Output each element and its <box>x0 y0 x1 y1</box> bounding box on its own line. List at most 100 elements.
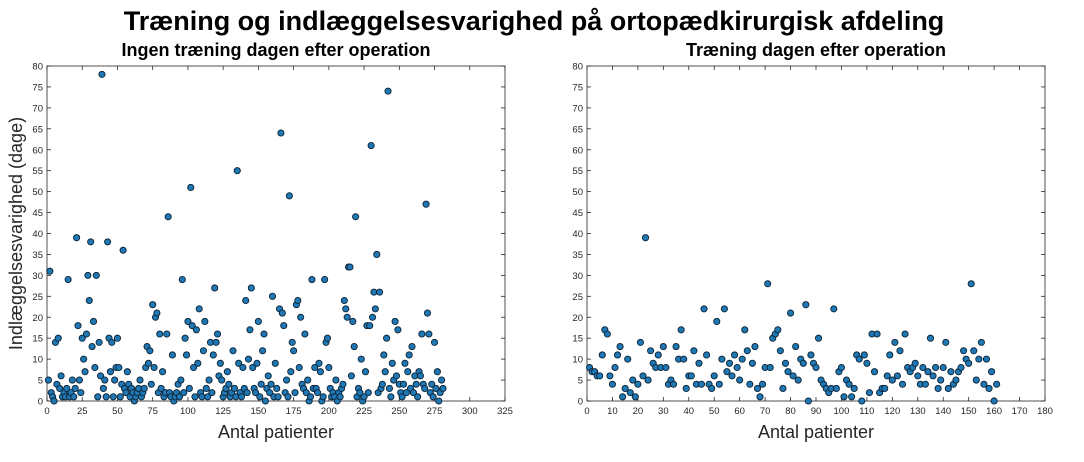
data-point <box>70 393 78 401</box>
data-point <box>115 363 123 372</box>
data-point <box>636 338 644 346</box>
data-point <box>150 363 158 372</box>
data-point <box>56 384 64 392</box>
data-point <box>385 384 393 392</box>
data-point <box>211 284 219 292</box>
data-point <box>993 380 1001 388</box>
y-tick-label: 75 <box>32 82 43 93</box>
data-point <box>50 397 58 405</box>
data-point <box>929 372 937 380</box>
data-point <box>99 384 107 392</box>
data-point <box>641 234 650 242</box>
data-point <box>807 351 815 359</box>
data-point <box>199 347 207 355</box>
data-point <box>85 296 93 305</box>
data-point <box>182 351 191 359</box>
data-point <box>325 363 333 372</box>
x-tick-label: 40 <box>683 406 694 417</box>
x-tick-label: 250 <box>391 406 407 417</box>
data-point <box>237 393 246 401</box>
data-point <box>919 363 927 372</box>
data-point <box>123 368 131 376</box>
data-point <box>439 384 447 392</box>
data-point <box>315 359 323 367</box>
data-point <box>401 359 409 367</box>
data-point <box>837 363 845 372</box>
data-point <box>937 376 945 384</box>
data-point <box>733 363 741 372</box>
data-point <box>364 389 372 397</box>
data-point <box>225 380 233 388</box>
x-tick-label: 170 <box>1012 406 1028 417</box>
data-point <box>647 347 655 355</box>
data-point <box>947 368 955 376</box>
data-point <box>347 372 355 380</box>
data-point <box>367 142 375 150</box>
data-point <box>332 376 340 384</box>
data-point <box>870 368 879 376</box>
x-axis-label: Antal patienter <box>758 422 874 442</box>
data-point <box>192 326 200 334</box>
data-point <box>101 376 109 384</box>
y-tick-label: 25 <box>32 292 43 303</box>
data-point <box>304 376 312 384</box>
data-point <box>412 380 420 388</box>
data-point <box>136 376 144 384</box>
y-tick-label: 80 <box>32 62 43 73</box>
data-point <box>95 338 103 346</box>
figure-title: Træning og indlæggelsesvarighed på ortop… <box>124 6 945 36</box>
data-point <box>278 309 286 317</box>
data-point <box>723 368 731 376</box>
data-point <box>718 355 726 363</box>
data-point <box>274 393 282 401</box>
data-point <box>339 380 347 388</box>
x-tick-label: 225 <box>356 406 372 417</box>
x-tick-label: 275 <box>427 406 443 417</box>
data-point <box>340 296 348 305</box>
data-point <box>619 393 627 401</box>
data-point <box>74 322 82 330</box>
data-point <box>146 347 154 355</box>
data-point <box>254 317 262 325</box>
data-point <box>631 393 639 401</box>
y-tick-label: 60 <box>572 145 583 156</box>
plot-area-frame <box>46 65 506 402</box>
data-point <box>294 296 302 305</box>
data-point <box>343 313 351 321</box>
data-point <box>319 393 327 401</box>
data-point <box>149 301 157 309</box>
data-point <box>163 330 171 338</box>
data-point <box>153 309 161 317</box>
data-point <box>779 384 787 392</box>
data-point <box>223 368 231 376</box>
data-point <box>119 246 127 254</box>
data-point <box>422 200 430 208</box>
data-point <box>700 305 708 313</box>
data-point <box>596 372 604 380</box>
data-point <box>932 363 940 372</box>
data-point <box>611 363 619 372</box>
data-point <box>414 393 422 401</box>
data-point <box>804 397 812 405</box>
data-point <box>438 376 446 384</box>
data-point <box>350 343 358 351</box>
data-point <box>316 368 324 376</box>
data-point <box>858 397 866 405</box>
data-point <box>371 305 379 313</box>
data-point <box>368 313 377 321</box>
y-tick-label: 40 <box>572 229 583 240</box>
data-point <box>113 334 122 342</box>
data-point <box>399 380 408 388</box>
data-point <box>896 347 904 355</box>
y-tick-label: 0 <box>578 397 583 408</box>
data-point <box>195 305 203 313</box>
data-point <box>260 330 268 338</box>
chart-title: Ingen træning dagen efter operation <box>121 40 430 60</box>
data-point <box>283 376 291 384</box>
data-point <box>944 384 952 392</box>
data-point <box>794 376 802 384</box>
data-point <box>425 330 433 338</box>
data-point <box>301 330 309 338</box>
data-point <box>980 380 988 388</box>
